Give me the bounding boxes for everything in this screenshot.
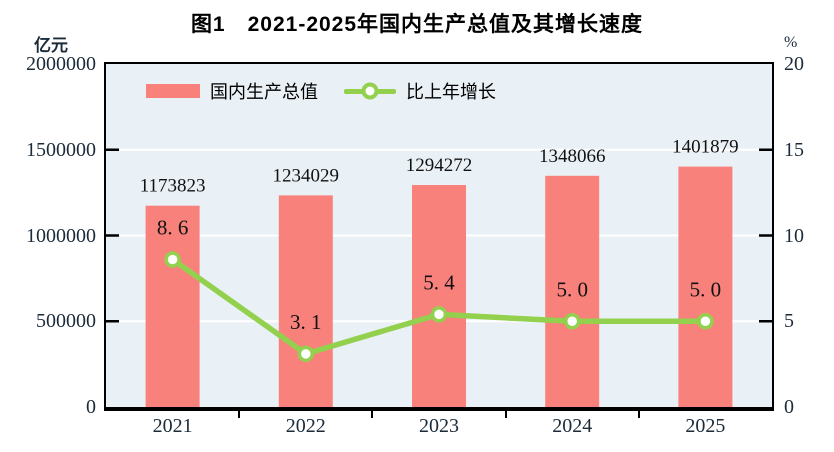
- y-axis-tick-label-right: 20: [784, 53, 804, 75]
- chart-title: 图1 2021-2025年国内生产总值及其增长速度: [190, 13, 644, 36]
- chart-canvas: 1173823 1234029 1294272 1348066 1401879 8. 6 3…: [106, 137, 772, 407]
- y-axis-tick-label-right: 10: [784, 224, 804, 247]
- bar-2025: [678, 166, 733, 407]
- growth-marker: [430, 306, 448, 323]
- growth-value-label: 3. 1: [290, 310, 322, 334]
- y-axis-tick-label-left: 1000000: [26, 224, 96, 247]
- x-axis-tick-label: 2025: [685, 415, 726, 437]
- x-axis-tick: [504, 411, 507, 418]
- growth-value-label: 5. 0: [556, 277, 588, 301]
- growth-value-label: 8. 6: [157, 216, 189, 240]
- y-axis-tick-label-left: 0: [86, 396, 96, 418]
- growth-marker: [297, 345, 315, 363]
- legend-line-sample: [344, 82, 396, 100]
- growth-marker: [563, 313, 581, 330]
- growth-marker: [164, 251, 181, 268]
- bar-2023: [412, 185, 466, 407]
- bar-value-label: 1294272: [406, 155, 473, 176]
- growth-marker: [697, 313, 714, 330]
- legend-bar-swatch: [146, 84, 200, 98]
- x-axis-tick-label: 2021: [152, 415, 193, 437]
- legend-line-label: 比上年增长: [406, 82, 496, 102]
- legend: 国内生产总值 比上年增长: [146, 78, 496, 104]
- left-axis-unit-label: 亿元: [34, 36, 68, 55]
- bar-2024: [545, 175, 600, 407]
- bar-value-label: 1348066: [539, 146, 606, 167]
- plot-area: 国内生产总值 比上年增长 1173823 1234029 1294272 134806…: [104, 62, 774, 411]
- x-axis-tick: [238, 411, 241, 418]
- y-axis-tick-label-right: 15: [784, 138, 804, 161]
- bar-value-label: 1401879: [672, 137, 739, 158]
- y-axis-tick-label-right: 0: [784, 396, 794, 418]
- bar-value-label: 1173823: [140, 176, 206, 197]
- x-axis-tick: [637, 411, 640, 418]
- bar-2022: [278, 195, 333, 407]
- x-axis-tick-label: 2024: [552, 415, 593, 437]
- x-axis-tick-label: 2023: [419, 415, 459, 437]
- x-axis-tick: [371, 411, 374, 418]
- right-axis-unit-label: %: [784, 34, 798, 51]
- y-axis-tick-label-left: 2000000: [26, 53, 96, 75]
- x-axis-tick-label: 2022: [285, 415, 326, 437]
- y-axis-tick-label-left: 500000: [36, 310, 96, 333]
- growth-value-label: 5. 0: [690, 277, 722, 301]
- y-axis-tick-label-right: 5: [784, 310, 794, 333]
- legend-bar-label: 国内生产总值: [210, 82, 318, 102]
- legend-line-marker-icon: [361, 82, 379, 100]
- growth-value-label: 5. 4: [423, 270, 455, 294]
- y-axis-tick-label-left: 1500000: [26, 138, 96, 161]
- bar-value-label: 1234029: [273, 165, 340, 186]
- bar-2021: [145, 205, 200, 407]
